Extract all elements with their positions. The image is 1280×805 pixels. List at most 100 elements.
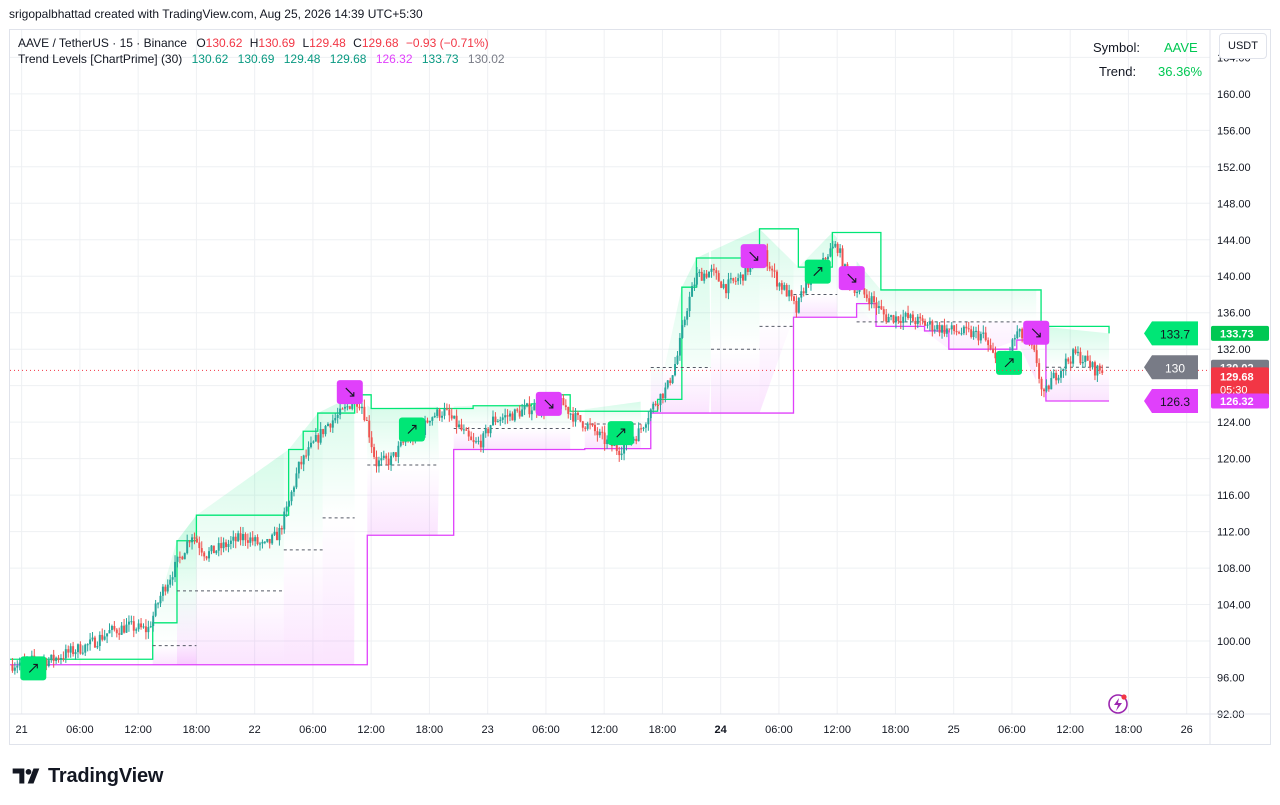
candle-body: [669, 380, 672, 384]
trend-up-signal: [996, 350, 1023, 375]
candle-body: [909, 314, 912, 319]
candle-body: [715, 270, 718, 274]
candle-body: [725, 284, 728, 294]
time-tick-label: 12:00: [357, 724, 385, 736]
price-tick-label: 124.00: [1217, 417, 1251, 429]
candle-body: [972, 331, 975, 338]
candle-body: [734, 280, 737, 282]
candle-body: [979, 333, 982, 341]
upper-zone-fill: [856, 261, 1037, 322]
candle-body: [1062, 368, 1065, 371]
candle-body: [576, 412, 579, 416]
time-tick-label: 18:00: [1115, 724, 1143, 736]
time-tick-label: 12:00: [590, 724, 618, 736]
candle-body: [159, 595, 162, 604]
time-tick-label: 23: [482, 724, 494, 736]
candle-body: [93, 637, 96, 648]
candle-body: [783, 285, 786, 290]
candle-body: [695, 273, 698, 285]
candle-body: [363, 406, 366, 421]
arrow-down-right-icon: [345, 387, 355, 397]
candle-body: [970, 329, 973, 338]
price-candles: [11, 240, 1104, 675]
time-tick-label: 06:00: [299, 724, 327, 736]
candle-body: [569, 413, 572, 415]
candle-body: [1086, 355, 1089, 361]
candle-body: [499, 419, 502, 422]
candle-body: [992, 348, 995, 353]
candle-body: [652, 403, 655, 410]
candle-body: [686, 311, 689, 320]
candle-body: [1081, 361, 1084, 364]
candle-body: [1045, 385, 1048, 392]
tradingview-logo-icon: [12, 768, 40, 784]
candle-body: [654, 403, 657, 405]
level-label-upper: 133.7: [1144, 321, 1198, 346]
candle-body: [518, 410, 521, 417]
candle-body: [47, 660, 50, 667]
candle-body: [157, 603, 160, 605]
candle-body: [836, 243, 839, 253]
candle-body: [919, 316, 922, 319]
trend-down-signal: [535, 391, 562, 416]
candle-body: [902, 316, 905, 323]
candle-body: [438, 409, 441, 418]
candle-body: [596, 431, 599, 436]
candle-body: [472, 440, 475, 443]
candle-body: [962, 326, 965, 334]
upper-zone-fill: [650, 252, 711, 401]
candle-body: [62, 658, 65, 660]
lower-zone-fill: [283, 549, 323, 665]
candle-body: [424, 420, 427, 435]
candle-body: [275, 531, 278, 541]
candle-body: [448, 409, 451, 416]
candle-body: [239, 533, 242, 541]
price-tag-bg: [1211, 367, 1269, 398]
candle-body: [635, 438, 638, 442]
candle-body: [921, 318, 924, 321]
candle-body: [1093, 362, 1096, 376]
candle-body: [664, 387, 667, 399]
trend-up-signal: [398, 417, 425, 442]
candle-body: [290, 491, 293, 502]
arrow-up-right-icon: [616, 428, 626, 438]
candle-body: [215, 550, 218, 554]
candle-body: [460, 424, 463, 430]
price-tick-label: 144.00: [1217, 235, 1251, 247]
candle-body: [1089, 360, 1092, 368]
candle-body: [802, 291, 805, 294]
indicator-name[interactable]: Trend Levels [ChartPrime] (30): [18, 52, 183, 66]
candle-body: [18, 662, 21, 666]
price-tick-label: 112.00: [1217, 527, 1250, 539]
candle-body: [681, 325, 684, 338]
time-axis[interactable]: 21 06:00 12:00 18:00 22 06:00 12:00 18:00 23 06:0…: [10, 713, 1270, 736]
chart-canvas[interactable]: 92.00 96.00 100.00 104.00 108.00 112.00 116.00…: [10, 30, 1270, 744]
tradingview-brand[interactable]: TradingView: [10, 764, 163, 788]
price-axis[interactable]: 92.00 96.00 100.00 104.00 108.00 112.00 116.00…: [1209, 30, 1270, 744]
lower-zone-fill: [176, 590, 284, 665]
candle-body: [800, 291, 803, 298]
lightning-icon[interactable]: [1108, 694, 1128, 714]
trend-up-signal: [607, 421, 634, 446]
candle-body: [217, 543, 220, 551]
candle-body: [229, 540, 232, 544]
candle-body: [191, 537, 194, 543]
candle-body: [890, 315, 893, 317]
candle-body: [198, 542, 201, 549]
candle-body: [13, 667, 16, 671]
currency-button[interactable]: USDT: [1219, 33, 1267, 59]
candle-body: [302, 455, 305, 465]
candle-body: [482, 433, 485, 448]
indicator-value: 129.68: [329, 52, 367, 66]
candle-body: [149, 626, 152, 628]
lower-zone-fill: [710, 349, 760, 414]
candle-body: [1079, 351, 1082, 364]
candle-body: [135, 629, 138, 631]
candle-body: [161, 586, 164, 596]
candle-body: [329, 423, 332, 428]
candle-body: [644, 424, 647, 428]
time-tick-label: 12:00: [823, 724, 851, 736]
candle-body: [120, 625, 123, 635]
candle-body: [292, 487, 295, 492]
symbol-name[interactable]: AAVE / TetherUS · 15 · Binance: [18, 36, 187, 50]
